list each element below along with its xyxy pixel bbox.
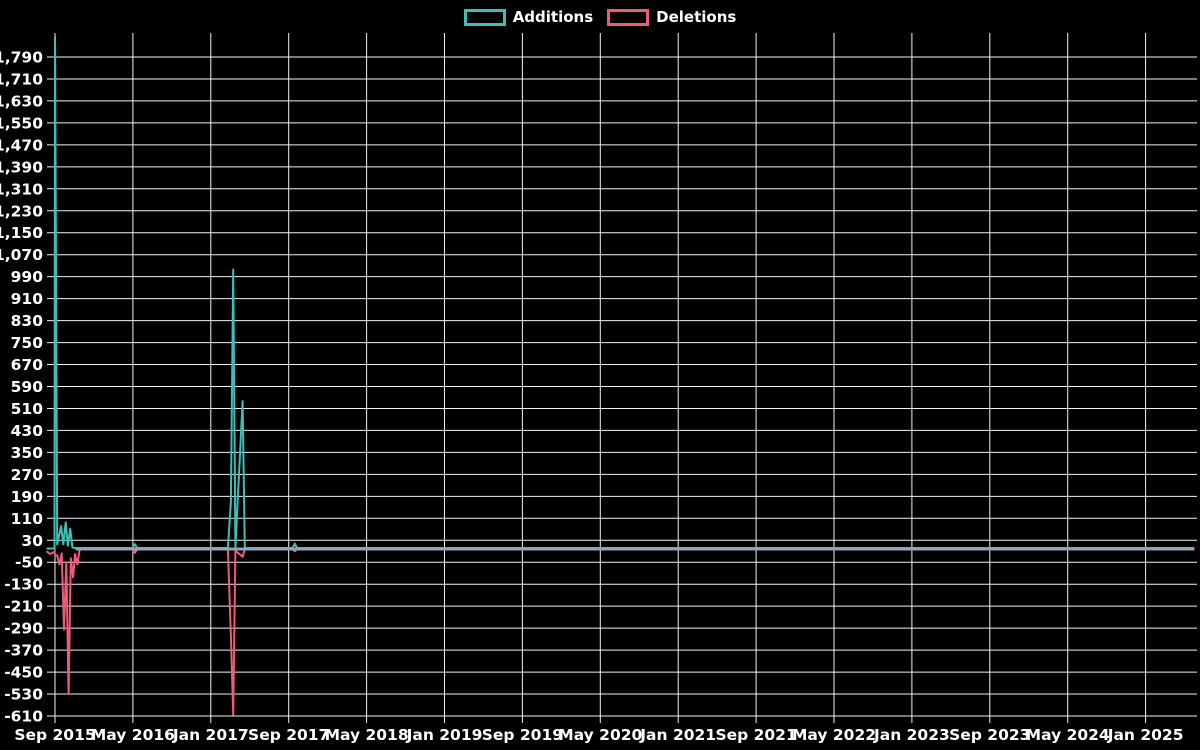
y-tick-label: 1,230 <box>0 202 43 220</box>
y-tick-label: 30 <box>21 532 43 550</box>
y-tick-label: 1,790 <box>0 49 43 67</box>
y-tick-label: 430 <box>11 422 44 440</box>
y-tick-label: -210 <box>4 598 43 616</box>
y-tick-label: -370 <box>4 642 43 660</box>
y-tick-label: -50 <box>15 554 43 572</box>
x-tick-label: Sep 2019 <box>482 726 563 744</box>
y-tick-label: 1,310 <box>0 180 43 198</box>
legend-item-additions[interactable]: Additions <box>463 7 594 26</box>
y-tick-label: 670 <box>11 356 44 374</box>
x-tick-label: Sep 2023 <box>949 726 1030 744</box>
y-tick-label: -290 <box>4 620 43 638</box>
y-tick-label: 270 <box>11 466 44 484</box>
y-tick-label: 1,710 <box>0 70 43 88</box>
x-tick-label: May 2022 <box>792 726 876 744</box>
x-tick-label: Jan 2017 <box>172 726 249 744</box>
x-tick-label: Jan 2019 <box>406 726 483 744</box>
y-tick-label: 1,550 <box>0 114 43 132</box>
y-tick-label: -450 <box>4 664 43 682</box>
y-tick-label: 830 <box>11 312 44 330</box>
y-tick-label: 190 <box>11 488 44 506</box>
y-tick-label: 1,470 <box>0 136 43 154</box>
y-tick-label: 1,070 <box>0 246 43 264</box>
y-tick-label: 350 <box>11 444 44 462</box>
legend-label-additions: Additions <box>512 7 594 26</box>
series-line-additions <box>46 35 1195 550</box>
y-tick-label: 590 <box>11 378 44 396</box>
x-tick-label: May 2016 <box>91 726 175 744</box>
y-tick-label: -130 <box>4 576 43 594</box>
x-tick-label: Sep 2015 <box>14 726 95 744</box>
y-tick-label: 1,150 <box>0 224 43 242</box>
x-tick-label: May 2024 <box>1026 726 1110 744</box>
y-tick-label: 1,390 <box>0 158 43 176</box>
y-tick-label: 990 <box>11 268 44 286</box>
y-tick-label: 1,630 <box>0 92 43 110</box>
x-tick-label: Jan 2025 <box>1107 726 1184 744</box>
y-tick-label: 910 <box>11 290 44 308</box>
x-tick-label: Sep 2021 <box>715 726 796 744</box>
chart-legend: Additions Deletions <box>0 5 1200 29</box>
x-tick-label: May 2020 <box>558 726 642 744</box>
x-tick-label: Jan 2023 <box>873 726 950 744</box>
y-tick-label: -530 <box>4 686 43 704</box>
legend-swatch-additions <box>463 8 506 26</box>
y-tick-label: -610 <box>4 708 43 726</box>
series-line-deletions <box>45 548 1195 716</box>
x-tick-label: Sep 2017 <box>248 726 329 744</box>
legend-item-deletions[interactable]: Deletions <box>607 7 737 26</box>
y-tick-label: 750 <box>11 334 44 352</box>
y-tick-label: 110 <box>11 510 44 528</box>
x-tick-label: May 2018 <box>325 726 409 744</box>
legend-swatch-deletions <box>607 8 650 26</box>
x-tick-label: Jan 2021 <box>639 726 716 744</box>
legend-label-deletions: Deletions <box>656 7 737 26</box>
y-tick-label: 510 <box>11 400 44 418</box>
